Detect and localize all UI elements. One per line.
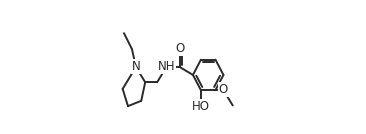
Text: N: N — [131, 60, 140, 73]
Text: O: O — [219, 83, 228, 96]
Text: O: O — [175, 42, 184, 55]
Text: HO: HO — [192, 100, 210, 113]
Text: NH: NH — [158, 60, 175, 73]
